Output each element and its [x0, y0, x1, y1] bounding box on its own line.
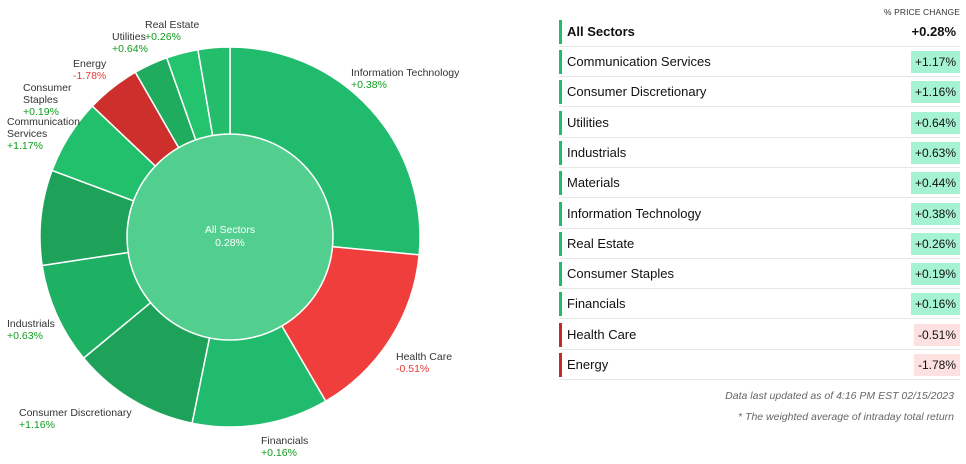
- row-indicator-bar: [559, 110, 562, 135]
- row-value: +0.28%: [911, 24, 956, 39]
- row-name: Financials: [567, 296, 626, 312]
- row-value: +1.16%: [910, 81, 960, 104]
- row-value: -0.51%: [913, 323, 960, 346]
- table-row[interactable]: Communication Services +1.17%: [559, 47, 960, 77]
- donut-center-label: All Sectors 0.28%: [180, 224, 280, 250]
- row-name: Utilities: [567, 114, 609, 130]
- slice-label-utilities[interactable]: Utilities +0.64%: [112, 31, 148, 55]
- center-title: All Sectors: [204, 224, 256, 236]
- table-row-all-sectors[interactable]: All Sectors +0.28%: [559, 17, 960, 47]
- table-row[interactable]: Utilities +0.64%: [559, 108, 960, 138]
- table-row[interactable]: Consumer Discretionary +1.16%: [559, 77, 960, 108]
- row-indicator-bar: [559, 80, 562, 105]
- row-name: All Sectors: [567, 24, 635, 39]
- row-indicator-bar: [559, 231, 562, 256]
- table-row[interactable]: Health Care -0.51%: [559, 320, 960, 350]
- slice-label-real-estate[interactable]: Real Estate +0.26%: [145, 19, 200, 43]
- slice-label-health-care[interactable]: Health Care -0.51%: [396, 351, 453, 375]
- row-indicator-bar: [559, 353, 562, 377]
- table-row[interactable]: Consumer Staples +0.19%: [559, 259, 960, 290]
- slice-label-communication-services[interactable]: Communication Services +1.17%: [7, 116, 80, 152]
- row-value: +0.19%: [910, 263, 960, 286]
- row-name: Consumer Discretionary: [567, 84, 707, 100]
- slice-label-consumer-staples[interactable]: Consumer Staples +0.19%: [23, 82, 72, 118]
- row-value: -1.78%: [913, 354, 960, 376]
- column-header: % PRICE CHANGE: [883, 7, 960, 17]
- table-row[interactable]: Financials +0.16%: [559, 289, 960, 320]
- row-name: Energy: [567, 357, 609, 372]
- slice-label-consumer-discretionary[interactable]: Consumer Discretionary +1.16%: [19, 407, 132, 431]
- donut-center: [126, 133, 334, 341]
- slice-label-energy[interactable]: Energy -1.78%: [73, 58, 107, 82]
- row-value: +0.38%: [910, 202, 960, 225]
- row-name: Consumer Staples: [567, 266, 674, 282]
- row-value: +0.64%: [910, 111, 960, 134]
- row-value: +1.17%: [910, 51, 960, 73]
- row-name: Real Estate: [567, 235, 635, 251]
- row-value: +0.44%: [910, 172, 960, 195]
- row-indicator-bar: [559, 171, 562, 196]
- row-value: +0.16%: [910, 293, 960, 316]
- row-indicator-bar: [559, 20, 562, 44]
- table-row[interactable]: Energy -1.78%: [559, 350, 960, 380]
- center-value: 0.28%: [215, 237, 245, 249]
- table-row[interactable]: Real Estate +0.26%: [559, 229, 960, 259]
- row-indicator-bar: [559, 140, 562, 165]
- last-updated-note: Data last updated as of 4:16 PM EST 02/1…: [725, 390, 954, 402]
- row-indicator-bar: [559, 262, 562, 287]
- row-value: +0.63%: [910, 141, 960, 164]
- slice-label-information-technology[interactable]: Information Technology +0.38%: [351, 67, 460, 91]
- weighted-average-note: * The weighted average of intraday total…: [738, 411, 954, 423]
- donut-svg: [39, 46, 421, 428]
- row-indicator-bar: [559, 50, 562, 74]
- row-indicator-bar: [559, 322, 562, 347]
- row-indicator-bar: [559, 292, 562, 317]
- row-name: Information Technology: [567, 205, 702, 221]
- row-indicator-bar: [559, 201, 562, 226]
- slice-label-industrials[interactable]: Industrials +0.63%: [7, 318, 55, 342]
- row-name: Communication Services: [567, 54, 711, 69]
- row-value: +0.26%: [910, 232, 960, 255]
- table-row[interactable]: Industrials +0.63%: [559, 138, 960, 168]
- row-name: Health Care: [567, 326, 637, 342]
- row-name: Industrials: [567, 144, 627, 160]
- sector-donut-chart: All Sectors 0.28% Information Technology…: [7, 19, 460, 459]
- slice-label-financials[interactable]: Financials +0.16%: [261, 435, 309, 459]
- table-row[interactable]: Information Technology +0.38%: [559, 199, 960, 229]
- table-row[interactable]: Materials +0.44%: [559, 168, 960, 199]
- row-name: Materials: [567, 175, 620, 191]
